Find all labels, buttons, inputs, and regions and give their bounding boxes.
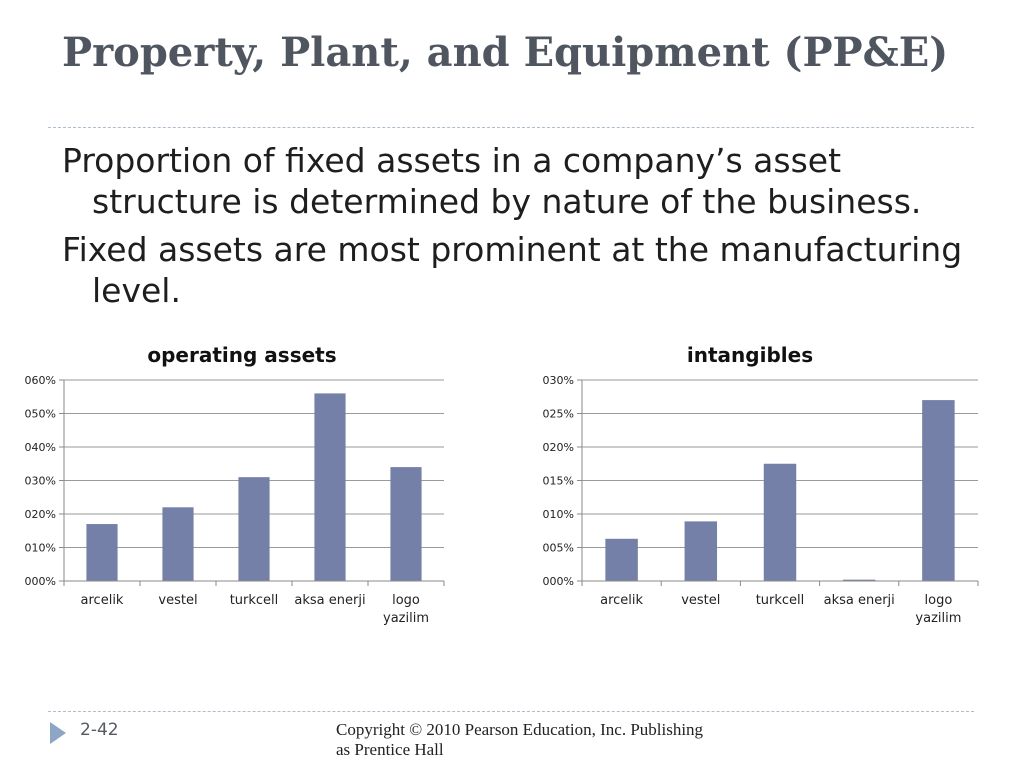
bullet-item: Fixed assets are most prominent at the m… <box>62 230 963 310</box>
x-category-label: turkcell <box>756 593 805 608</box>
bar <box>922 400 955 581</box>
bar <box>162 507 194 581</box>
bar <box>314 393 346 581</box>
bar <box>86 524 118 581</box>
chart-operating-assets-svg: operating assets 000% 010% 020% 030% 040% 050%… <box>25 343 445 626</box>
title-divider <box>48 127 974 128</box>
x-category-label: arcelik <box>81 593 124 608</box>
y-tick-label: 000% <box>25 575 56 588</box>
bullet-list: Proportion of fixed assets in a company’… <box>62 140 992 318</box>
x-category-label: logo <box>925 593 953 608</box>
x-category-label: arcelik <box>600 593 643 608</box>
play-arrow-icon <box>50 722 66 744</box>
chart-title: intangibles <box>687 343 813 367</box>
x-category-label: yazilim <box>383 611 429 626</box>
x-category-label: yazilim <box>915 611 961 626</box>
y-tick-label: 020% <box>25 508 56 521</box>
bar <box>605 538 638 581</box>
y-tick-label: 020% <box>543 441 574 454</box>
copyright-notice: Copyright © 2010 Pearson Education, Inc.… <box>336 720 704 759</box>
x-category-label: turkcell <box>230 593 279 608</box>
y-tick-label: 000% <box>543 575 574 588</box>
x-category-label: aksa enerji <box>824 593 895 608</box>
x-category-label: aksa enerji <box>294 593 365 608</box>
bullet-item: Proportion of fixed assets in a company’… <box>62 141 922 221</box>
chart-intangibles-svg: intangibles 000% 005% 010% 015% 020% 025% 030% a… <box>543 343 979 626</box>
x-category-label: vestel <box>158 593 197 608</box>
y-tick-label: 010% <box>543 508 574 521</box>
y-tick-label: 050% <box>25 408 56 421</box>
chart-title: operating assets <box>147 343 336 367</box>
bar <box>842 579 876 581</box>
chart-intangibles: intangibles 000% 005% 010% 015% 020% 025% 030% a… <box>540 336 990 636</box>
bar <box>390 467 422 581</box>
slide-number: 2-42 <box>80 720 119 740</box>
slide-title: Property, Plant, and Equipment (PP&E) <box>62 29 949 76</box>
chart-operating-assets: operating assets 000% 010% 020% 030% 040% 050%… <box>22 336 462 636</box>
y-tick-label: 005% <box>543 542 574 555</box>
y-tick-label: 015% <box>543 475 574 488</box>
y-tick-label: 060% <box>25 374 56 387</box>
y-tick-label: 025% <box>543 408 574 421</box>
y-tick-label: 010% <box>25 542 56 555</box>
bar <box>763 463 797 581</box>
x-category-label: logo <box>392 593 420 608</box>
footer-divider <box>48 711 974 712</box>
bar <box>684 521 718 581</box>
bar <box>238 477 270 581</box>
y-tick-label: 030% <box>25 475 56 488</box>
x-category-label: vestel <box>681 593 720 608</box>
y-tick-label: 040% <box>25 441 56 454</box>
y-tick-label: 030% <box>543 374 574 387</box>
